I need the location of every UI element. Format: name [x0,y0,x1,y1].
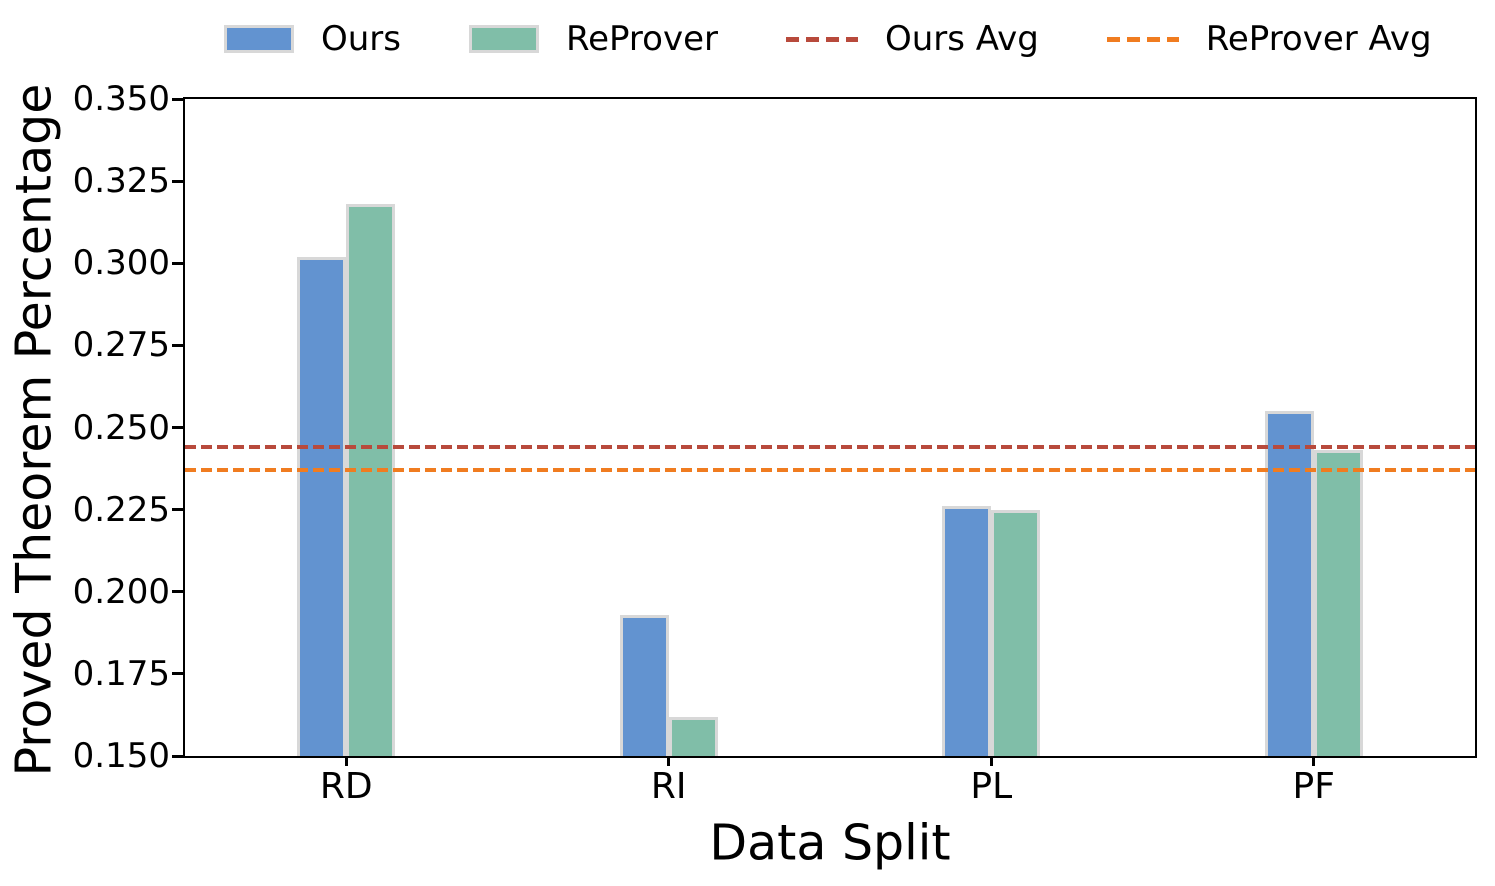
y-axis-tick-label: 0.250 [72,407,170,448]
legend-label-reprover: ReProver [566,19,718,59]
x-axis-tick-label: PL [970,766,1013,807]
bar-reprover-pf [1313,450,1363,756]
legend-item-ours-avg: Ours Avg [786,22,1039,56]
y-axis-tick-label: 0.150 [72,736,170,776]
bar-reprover-pl [991,509,1041,756]
bar-ours-pl [942,506,992,756]
y-axis-tick-label: 0.225 [72,489,170,530]
x-axis-tick-label: RD [319,766,373,807]
y-axis-tick-label: 0.325 [72,161,170,202]
x-axis-tick-mark [989,756,993,766]
x-axis-tick-mark [667,756,671,766]
legend-item-reprover-avg: ReProver Avg [1106,19,1432,59]
legend-label-ours: Ours [321,19,402,59]
y-axis-tick-mark [172,508,183,512]
y-axis-tick-mark [172,426,183,429]
legend-item-ours: Ours [224,22,401,56]
y-axis-tick-mark [172,179,183,183]
ours-swatch-icon [224,25,294,53]
y-axis-tick-label: 0.200 [72,571,170,612]
bar-reprover-ri [668,716,718,756]
x-axis-tick-mark [344,756,348,766]
y-axis-tick-label: 0.275 [72,325,170,366]
y-axis-tick-mark [172,97,183,101]
y-axis-tick-label: 0.350 [72,79,170,119]
y-axis-tick-mark [172,672,183,676]
plot-area [183,97,1477,758]
y-axis-tick-label: 0.300 [72,243,170,284]
reprover-avg-dashed-line-icon [1106,36,1179,42]
legend-label-reprover-avg: ReProver Avg [1205,19,1432,59]
bar-reprover-rd [346,204,396,756]
y-axis-tick-mark [172,590,183,594]
bar-ours-rd [297,256,347,756]
y-axis-tick-mark [172,343,183,347]
ours-avg-dashed-line-icon [786,36,858,42]
y-axis-tick-mark [172,261,183,265]
bar-ours-ri [619,614,669,756]
x-axis-tick-label: RI [650,766,687,807]
ours-avg-line [185,445,1475,450]
bar-ours-pf [1264,411,1314,756]
legend-item-reprover: ReProver [469,22,718,56]
reprover-swatch-icon [469,25,540,53]
x-axis-tick-mark [1312,756,1316,766]
y-axis-tick-label: 0.175 [72,653,170,694]
reprover-avg-line [185,468,1475,473]
legend: Ours ReProver Ours Avg ReProver Avg [224,22,1432,56]
y-axis-tick-mark [172,754,183,758]
x-axis-tick-label: PF [1292,766,1335,807]
x-axis-title: Data Split [709,814,951,872]
legend-label-ours-avg: Ours Avg [885,19,1039,59]
